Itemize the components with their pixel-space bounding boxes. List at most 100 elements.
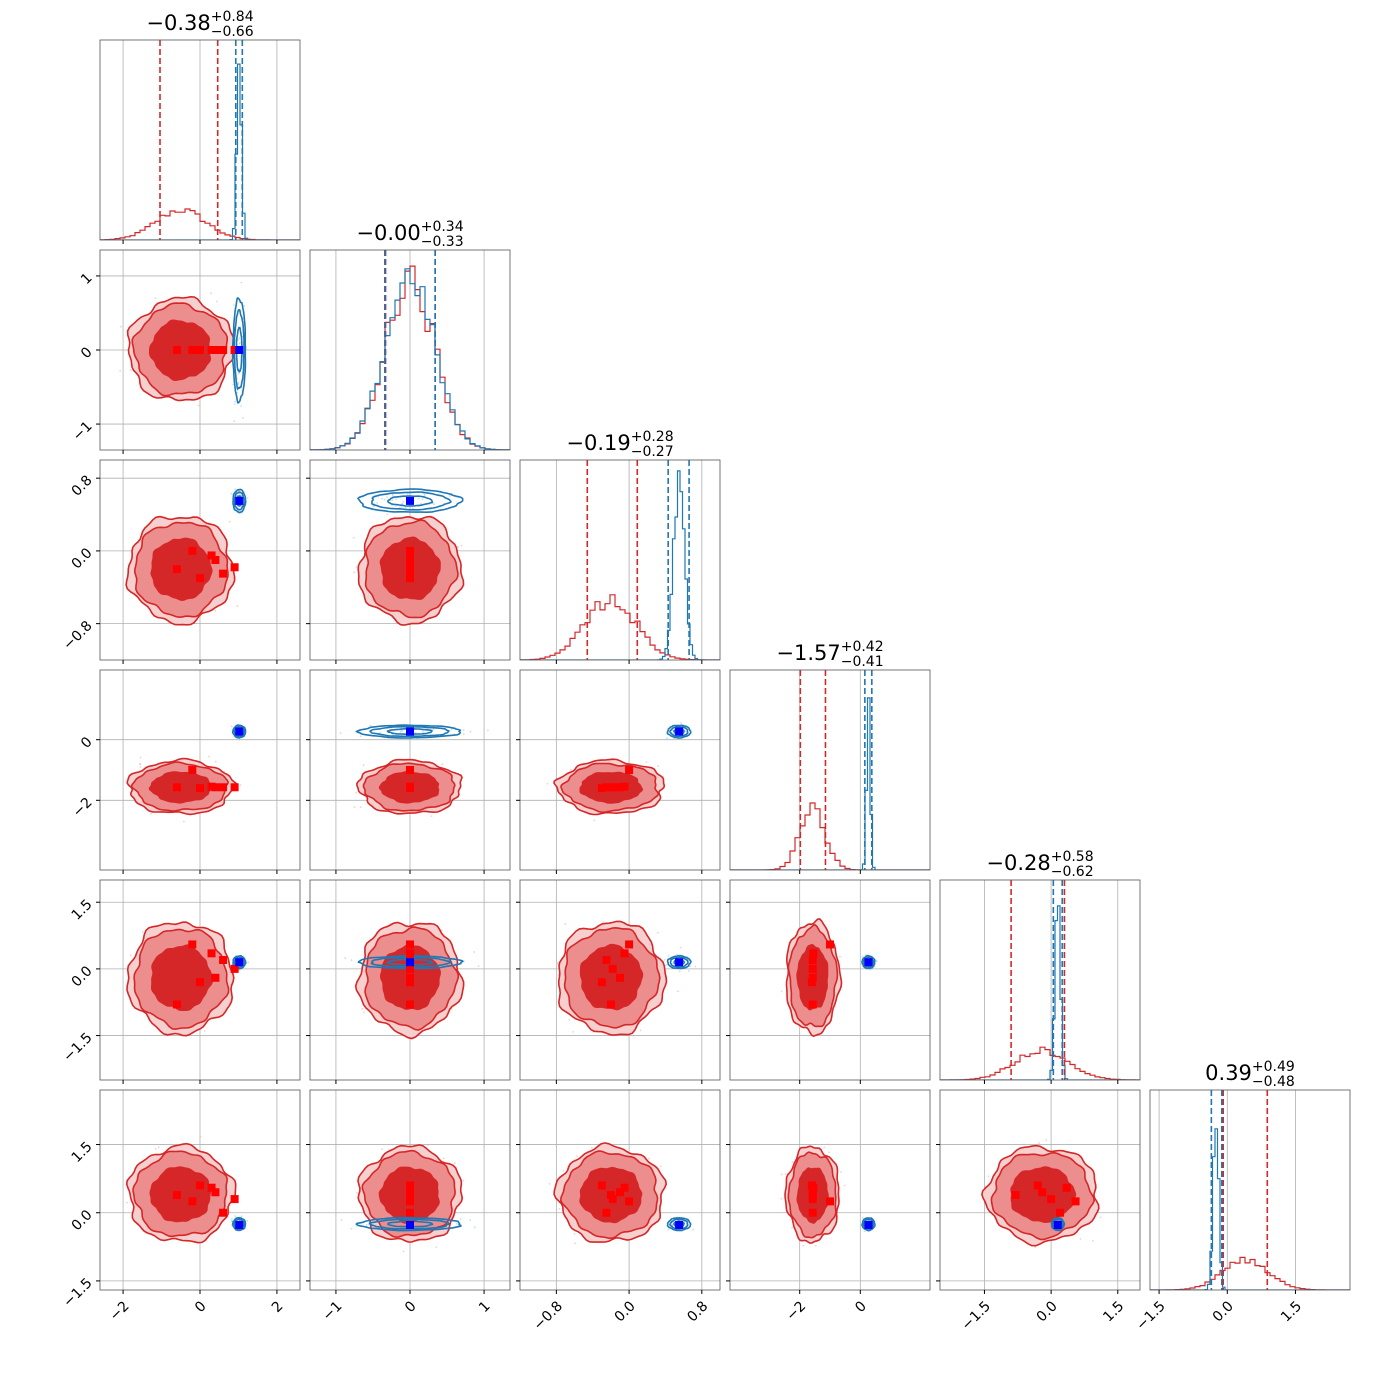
- red-sample-point: [823, 1146, 826, 1149]
- blue-contour: [355, 724, 462, 739]
- red-marker: [406, 1183, 414, 1192]
- blue-sample-point: [432, 728, 435, 731]
- red-marker: [211, 973, 220, 982]
- red-marker: [406, 978, 414, 987]
- red-marker: [620, 1183, 629, 1192]
- y-tick-label: 0: [78, 734, 96, 752]
- blue-sample-point: [391, 733, 394, 736]
- parameter-title: −0.28+0.58: [986, 849, 1093, 875]
- blue-sample-point: [862, 1217, 864, 1220]
- red-histogram: [520, 594, 720, 660]
- red-marker: [608, 964, 617, 973]
- red-sample-point: [784, 1173, 787, 1175]
- red-marker: [807, 978, 816, 987]
- y-tick-label: 1.5: [69, 897, 96, 924]
- blue-sample-point: [422, 731, 424, 733]
- red-sample-point: [645, 761, 648, 763]
- panel-content: [520, 1090, 720, 1290]
- blue-sample-point: [238, 337, 241, 340]
- red-sample-point: [129, 954, 132, 957]
- blue-sample-point: [386, 496, 388, 498]
- blue-sample-point: [395, 498, 397, 500]
- red-marker: [808, 964, 817, 973]
- red-contour-outer: [981, 1144, 1100, 1247]
- red-marker: [172, 565, 181, 574]
- blue-sample-point: [401, 502, 404, 505]
- red-sample-point: [780, 1197, 783, 1200]
- red-sample-point: [457, 545, 459, 548]
- red-marker: [406, 766, 414, 774]
- blue-marker: [675, 1221, 684, 1229]
- red-marker: [808, 1000, 817, 1009]
- blue-sample-point: [240, 1215, 243, 1218]
- red-marker: [625, 766, 634, 774]
- panel-frame: [519, 1089, 721, 1291]
- y-tick-label: 0.8: [69, 473, 96, 500]
- red-histogram: [1150, 1256, 1350, 1290]
- panel-content: [100, 40, 300, 240]
- blue-sample-point: [402, 501, 405, 503]
- red-marker: [172, 346, 181, 354]
- red-sample-point: [677, 990, 679, 993]
- red-marker: [1047, 1195, 1056, 1204]
- title-upper-error: +0.84: [211, 9, 254, 25]
- blue-sample-point: [233, 403, 236, 405]
- red-marker: [211, 1188, 220, 1197]
- diagonal-panel: −1.5 0.0 1.5: [1133, 1089, 1351, 1334]
- blue-marker: [406, 1221, 414, 1229]
- blue-contour: [669, 725, 689, 738]
- blue-sample-point: [243, 304, 246, 307]
- blue-sample-point: [663, 959, 666, 961]
- blue-contour: [666, 724, 692, 739]
- panel-content: [520, 670, 720, 870]
- red-sample-point: [791, 1160, 794, 1163]
- offdiagonal-panel: −0.8 0.0 0.8: [516, 1089, 721, 1334]
- y-tick-label: −0.8: [60, 618, 95, 653]
- red-marker: [625, 1197, 634, 1206]
- red-marker: [597, 1181, 606, 1190]
- parameter-title: −1.57+0.42: [776, 639, 883, 665]
- red-sample-point: [362, 764, 365, 767]
- red-marker: [406, 782, 414, 791]
- title-upper-error: +0.42: [841, 639, 884, 655]
- blue-histogram: [1150, 1128, 1350, 1290]
- red-marker: [211, 556, 220, 564]
- blue-marker: [864, 958, 873, 967]
- red-marker: [808, 1208, 817, 1217]
- red-sample-point: [239, 784, 242, 787]
- blue-contour: [386, 728, 433, 735]
- red-sample-point: [828, 1151, 830, 1154]
- red-sample-point: [574, 1242, 577, 1245]
- red-marker: [188, 546, 197, 555]
- red-marker: [1071, 1197, 1080, 1206]
- red-marker: [406, 1197, 414, 1206]
- red-sample-point: [546, 782, 549, 785]
- blue-contour: [355, 1217, 462, 1232]
- red-marker: [188, 766, 197, 774]
- y-tick-label: −1: [70, 418, 96, 444]
- red-sample-point: [814, 1244, 817, 1247]
- offdiagonal-panel: −1 0 1: [306, 1089, 511, 1324]
- blue-contour: [369, 725, 451, 738]
- red-marker: [620, 782, 629, 791]
- panel-frame: [519, 879, 721, 1081]
- x-tick-label: 1: [476, 1298, 494, 1316]
- red-sample-point: [656, 931, 659, 934]
- red-sample-point: [572, 1031, 575, 1033]
- red-sample-point: [350, 1227, 353, 1230]
- red-sample-point: [802, 1244, 805, 1247]
- red-contour-outer: [357, 1144, 464, 1243]
- x-tick-label: −2: [107, 1298, 133, 1324]
- red-contour-outer: [354, 921, 465, 1040]
- red-sample-point: [1038, 1142, 1041, 1144]
- panel-content: [310, 1090, 510, 1290]
- blue-sample-point: [365, 1223, 368, 1226]
- red-marker: [406, 940, 414, 949]
- red-marker: [608, 1195, 617, 1204]
- blue-sample-point: [232, 383, 235, 386]
- blue-sample-point: [694, 965, 697, 968]
- offdiagonal-panel: [726, 879, 931, 1084]
- blue-sample-point: [421, 498, 424, 501]
- x-tick-label: −1.5: [959, 1298, 994, 1333]
- blue-sample-point: [233, 420, 236, 423]
